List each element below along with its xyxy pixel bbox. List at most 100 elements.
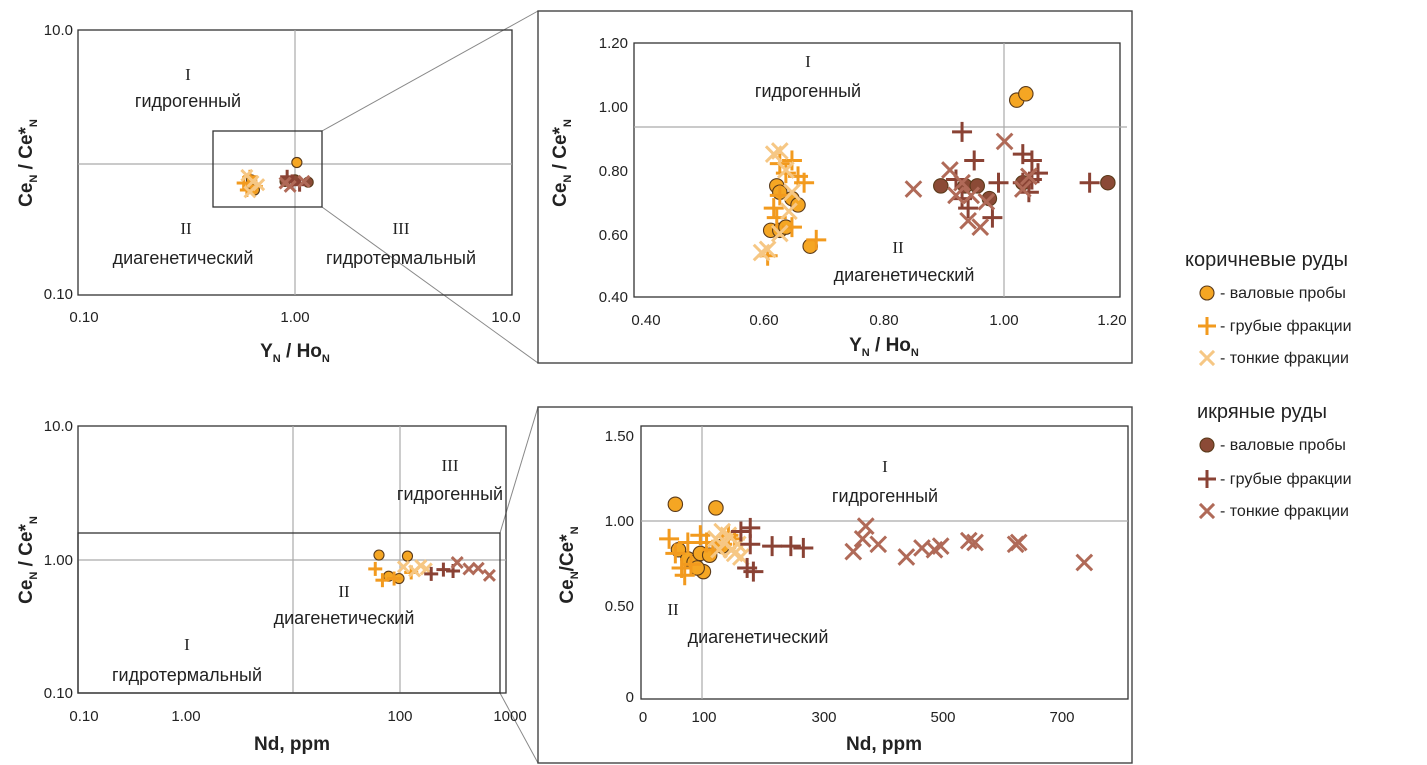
point-ikra-bulk [969,178,985,194]
legend-item-brown-fine: - тонкие фракции [1198,349,1349,367]
zone-numeral-1: I [184,635,190,654]
point-ikra-fine [853,529,872,548]
point-ikra-coarse [1079,172,1100,193]
point-brown-coarse [659,528,680,549]
point-ikra-fine [1009,533,1028,552]
point-ikra-coarse [982,207,1003,228]
point-brown-coarse [674,565,695,586]
point-brown-coarse [763,198,784,219]
x-tick-label: 1.00 [280,309,309,326]
inset-frame [537,406,1133,764]
zoom-box [212,130,323,208]
point-ikra-coarse [1021,150,1042,171]
zone-numeral-2: II [667,600,679,619]
y-tick-label: 0.80 [599,163,628,180]
point-ikra-fine [931,537,950,555]
x-tick-label: 100 [387,708,412,725]
data-points [368,549,496,588]
x-tick-label: 0.60 [749,312,778,329]
legend-item-ikra-bulk: - валовые пробы [1199,437,1346,454]
cross-marker-icon [1198,502,1216,520]
x-tick-label: 0.80 [869,312,898,329]
cross-marker-icon [1198,349,1216,367]
point-ikra-coarse [740,534,761,555]
x-tick-label: 1.00 [171,708,200,725]
y-axis-label: CeN/Ce*N [557,526,581,603]
zone-numeral-1: I [185,65,191,84]
legend-item-label: - тонкие фракции [1220,503,1349,520]
y-axis-label: CeN / Ce*N [550,119,574,207]
point-brown-coarse [368,561,383,576]
legend-item-label: - тонкие фракции [1220,350,1349,367]
point-ikra-fine [450,555,464,569]
legend: коричневые руды - валовые пробы - грубые… [1185,249,1352,520]
point-ikra-coarse [743,561,764,582]
point-brown-coarse [806,229,827,250]
x-tick-label: 0.10 [69,309,98,326]
zone-numeral-2: II [892,238,904,257]
point-ikra-coarse [780,536,801,557]
x-tick-label: 1.20 [1097,312,1126,329]
point-ikra-fine [947,186,965,205]
point-ikra-fine [959,531,978,550]
point-ikra-fine [1013,180,1032,198]
y-tick-label: 1.20 [599,35,628,52]
zone-numeral-3: III [442,456,459,475]
point-ikra-coarse [762,536,783,557]
zone-label-2: диагенетический [688,627,829,647]
plus-marker-icon [1198,470,1216,488]
point-brown-bulk [708,500,724,516]
x-tick-label: 0 [639,709,647,726]
y-axis-label: CeN / Ce*N [16,119,40,207]
x-tick-label: 300 [811,709,836,726]
legend-group-brown: коричневые руды [1185,249,1348,271]
zone-label-1: гидрогенный [755,81,861,101]
point-brown-fine [752,243,771,262]
x-axis-label: YN / HoN [260,341,330,365]
x-ticks: 0.40 0.60 0.80 1.00 1.20 [631,312,1126,329]
zone-label-1: гидрогенный [135,91,241,111]
data-points [752,86,1116,266]
x-tick-label: 100 [691,709,716,726]
point-ikra-coarse [793,537,814,558]
circle-marker-icon [1199,437,1215,453]
point-brown-fine [783,183,801,202]
y-tick-label: 10.0 [44,22,73,39]
y-tick-label: 0 [626,689,634,706]
point-brown-bulk [373,549,385,561]
x-ticks: 0 100 300 500 700 [639,709,1075,726]
point-brown-bulk [667,496,684,513]
point-ikra-fine [904,180,923,198]
point-brown-coarse [680,554,701,575]
point-ikra-fine [482,568,496,582]
x-tick-label: 10.0 [491,309,520,326]
y-tick-label: 1.50 [605,428,634,445]
y-tick-label: 0.60 [599,227,628,244]
point-ikra-fine [297,174,311,188]
circle-marker-icon [1199,285,1215,301]
legend-item-label: - грубые фракции [1220,471,1352,488]
zone-numeral-1: I [882,457,888,476]
x-axis-label: YN / HoN [849,335,919,359]
panel-top-left: 10.0 0.10 0.10 1.00 10.0 YN / HoN CeN / … [16,22,521,365]
point-brown-coarse [781,150,802,171]
y-tick-label: 0.10 [44,286,73,303]
point-brown-fine [777,161,795,179]
x-tick-label: 0.40 [631,312,660,329]
y-tick-label: 1.00 [599,99,628,116]
point-ikra-fine [1020,167,1038,186]
zone-numeral-1: I [805,52,811,71]
legend-item-ikra-fine: - тонкие фракции [1198,502,1349,520]
x-tick-label: 1000 [493,708,526,725]
legend-item-brown-coarse: - грубые фракции [1198,317,1352,335]
point-brown-coarse [387,571,402,586]
y-tick-label: 10.0 [44,418,73,435]
zone-label-1: гидротермальный [112,665,262,685]
point-brown-fine [780,202,798,221]
x-tick-label: 0.10 [69,708,98,725]
point-ikra-fine [869,535,888,554]
plot-frame [640,425,1129,700]
y-tick-label: 0.50 [605,598,634,615]
zone-label-2: диагенетический [113,248,254,268]
zone-label-2: диагенетический [834,265,975,285]
